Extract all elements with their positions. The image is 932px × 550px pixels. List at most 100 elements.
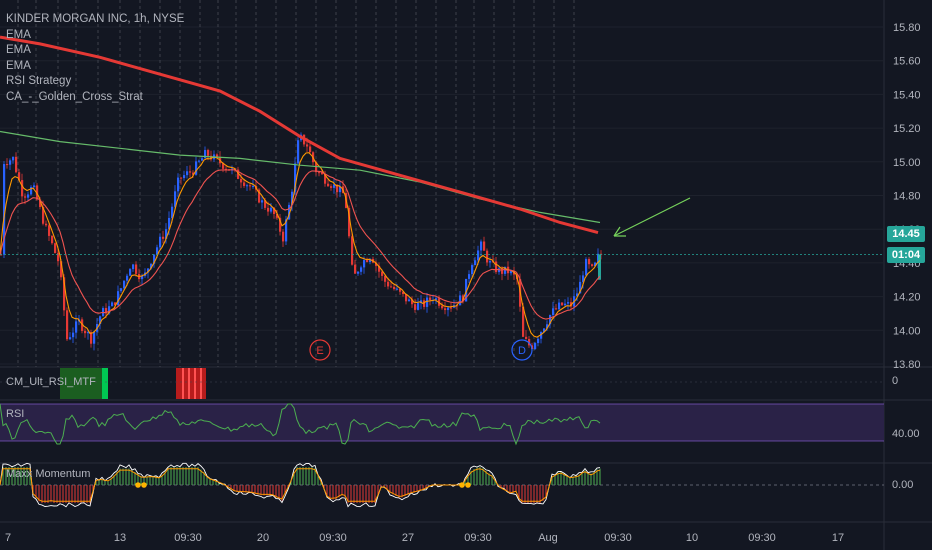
candle-body bbox=[552, 308, 555, 316]
candle-body bbox=[72, 332, 75, 338]
candle-body bbox=[339, 186, 342, 193]
rsi-pane-label[interactable]: RSI bbox=[6, 408, 25, 420]
indicator-ema-1[interactable]: EMA bbox=[6, 28, 31, 41]
candle-body bbox=[87, 332, 90, 334]
candle-body bbox=[42, 206, 45, 224]
candle-body bbox=[222, 163, 225, 169]
candle-body bbox=[291, 191, 294, 205]
candle-body bbox=[381, 271, 384, 276]
candle-body bbox=[471, 265, 474, 275]
candle-body bbox=[12, 156, 15, 161]
candle-body bbox=[162, 236, 165, 239]
candle-body bbox=[237, 169, 240, 179]
candle-body bbox=[186, 171, 189, 176]
candle-body bbox=[33, 185, 36, 188]
cm-rsi-green-bar bbox=[60, 368, 102, 399]
candle-body bbox=[156, 247, 159, 255]
candle-body bbox=[240, 178, 243, 183]
cm-rsi-pane-label[interactable]: CM_Ult_RSI_MTF bbox=[6, 376, 96, 388]
indicator-ema-2[interactable]: EMA bbox=[6, 44, 31, 56]
candle-body bbox=[210, 155, 213, 160]
candle-body bbox=[252, 185, 255, 187]
candle-body bbox=[375, 262, 378, 266]
candle-body bbox=[114, 302, 117, 306]
dividend-marker bbox=[511, 339, 533, 361]
candle-body bbox=[183, 175, 186, 179]
candle-body bbox=[366, 260, 369, 262]
candle-body bbox=[27, 194, 30, 198]
candle-body bbox=[120, 288, 123, 292]
current-candle bbox=[598, 254, 601, 280]
time-tick-label: Aug bbox=[538, 532, 558, 544]
candle-body bbox=[441, 305, 444, 309]
current-price-value: 14.45 bbox=[892, 228, 920, 240]
annotation-arrow-line bbox=[613, 197, 691, 237]
candle-body bbox=[396, 288, 399, 290]
candle-body bbox=[315, 162, 318, 173]
candle-body bbox=[594, 262, 597, 267]
candle-body bbox=[309, 146, 312, 153]
candle-body bbox=[336, 184, 339, 193]
candle-body bbox=[318, 172, 321, 174]
candle-body bbox=[324, 174, 327, 184]
candle-body bbox=[135, 264, 138, 274]
moving-average-lines bbox=[0, 35, 601, 338]
candle-body bbox=[405, 294, 408, 302]
candle-body bbox=[273, 207, 276, 215]
candle-body bbox=[84, 330, 87, 334]
candle-body bbox=[561, 302, 564, 306]
candle-body bbox=[75, 321, 78, 333]
candle-body bbox=[588, 259, 591, 265]
candle-body bbox=[426, 297, 429, 307]
candle-body bbox=[450, 307, 453, 309]
candle-body bbox=[180, 177, 183, 179]
rsi-axis-value: 40.00 bbox=[892, 428, 920, 440]
time-tick-label: 09:30 bbox=[464, 532, 492, 544]
candle-body bbox=[15, 156, 18, 173]
candle-body bbox=[591, 264, 594, 267]
candle-body bbox=[429, 297, 432, 300]
candle-body bbox=[351, 236, 354, 265]
dividend-marker-label: D bbox=[518, 345, 526, 357]
candle-body bbox=[435, 298, 438, 300]
candle-body bbox=[63, 277, 66, 311]
ema-medium-line bbox=[0, 169, 601, 320]
indicator-rsi-strategy[interactable]: RSI Strategy bbox=[6, 75, 72, 87]
candle-body bbox=[246, 185, 249, 187]
indicator-golden-cross[interactable]: CA_-_Golden_Cross_Strat bbox=[6, 90, 143, 103]
annotation-arrow-head bbox=[613, 226, 626, 237]
candle-body bbox=[546, 324, 549, 329]
candle-body bbox=[201, 158, 204, 161]
price-tick-label: 15.80 bbox=[893, 22, 921, 34]
candle-body bbox=[489, 261, 492, 263]
indicator-plots bbox=[0, 368, 884, 508]
indicator-ema-3[interactable]: EMA bbox=[6, 59, 31, 72]
candle-body bbox=[267, 207, 270, 212]
candle-body bbox=[168, 217, 171, 230]
candle-body bbox=[402, 291, 405, 295]
candle-body bbox=[117, 291, 120, 306]
candle-body bbox=[369, 258, 372, 262]
candle-body bbox=[297, 140, 300, 164]
time-tick-label: 13 bbox=[114, 532, 126, 544]
countdown-badge: 01:04 bbox=[887, 247, 925, 263]
time-tick-label: 27 bbox=[402, 532, 414, 544]
cm-rsi-green-highlight bbox=[102, 368, 108, 399]
indicator-pane-backgrounds bbox=[0, 403, 884, 442]
price-tick-label: 15.00 bbox=[893, 157, 921, 169]
candle-body bbox=[195, 161, 198, 175]
candle-body bbox=[357, 271, 360, 274]
momentum-pane-label[interactable]: Maxx Momentum bbox=[6, 468, 91, 480]
candle-body bbox=[501, 268, 504, 274]
candle-body bbox=[204, 150, 207, 159]
chart-legend: KINDER MORGAN INC, 1h, NYSE EMA EMA EMA … bbox=[6, 12, 184, 105]
candle-body bbox=[24, 196, 27, 198]
candle-body bbox=[495, 261, 498, 273]
time-tick-label: 17 bbox=[832, 532, 844, 544]
candle-body bbox=[540, 331, 543, 339]
candle-body bbox=[177, 177, 180, 192]
candle-body bbox=[285, 219, 288, 242]
candle-body bbox=[45, 223, 48, 226]
